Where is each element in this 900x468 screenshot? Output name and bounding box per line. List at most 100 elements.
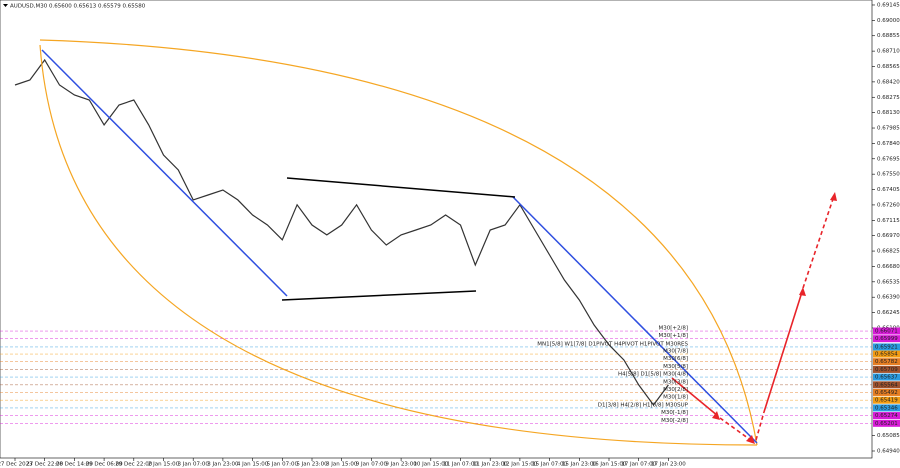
level-name: M30[+1/8] — [659, 333, 689, 339]
level-value: 0.65274 — [875, 413, 898, 419]
level-value: 0.65999 — [875, 336, 898, 342]
y-tick-label: 0.68565 — [877, 64, 900, 70]
arrow-head — [830, 192, 837, 201]
y-tick-label: 0.69000 — [877, 18, 900, 24]
chart-title: AUDUSD,M30 0.65600 0.65613 0.65579 0.655… — [10, 4, 146, 10]
level-box — [873, 419, 900, 427]
x-tick-label: 17 Jan 23:00 — [651, 462, 686, 468]
arrow-head — [799, 287, 806, 296]
triangle-line — [286, 177, 516, 198]
y-tick-label: 0.67115 — [877, 218, 900, 224]
y-tick-label: 0.68275 — [877, 95, 900, 101]
level-name: M30[3/8] — [663, 379, 688, 385]
drawings — [39, 39, 837, 446]
y-tick-label: 0.65085 — [877, 433, 900, 439]
level-value: 0.65419 — [875, 398, 898, 404]
y-tick-label: 0.68130 — [877, 110, 900, 116]
level-value: 0.65709 — [875, 367, 898, 373]
y-tick-label: 0.66245 — [877, 310, 900, 316]
plot-area — [0, 0, 873, 459]
x-tick-label: 3 Jan 23:00 — [207, 462, 239, 468]
level-box — [873, 412, 900, 420]
level-name: M30[+2/8] — [659, 326, 689, 332]
arrow — [671, 377, 719, 417]
y-tick-label: 0.66535 — [877, 279, 900, 285]
level-value: 0.65921 — [875, 344, 898, 350]
level-name: M30[-1/8] — [661, 410, 688, 416]
level-box — [873, 373, 900, 381]
y-tick-label: 0.69145 — [877, 2, 900, 8]
y-tick-label: 0.66390 — [877, 295, 900, 301]
level-box — [873, 381, 900, 389]
y-tick-label: 0.66825 — [877, 249, 900, 255]
x-tick-label: 12 Jan 15:00 — [502, 462, 537, 468]
level-value: 0.65492 — [875, 390, 898, 396]
arrow-head — [746, 435, 755, 444]
level-box — [873, 327, 900, 335]
level-name: M30[-2/8] — [661, 418, 688, 424]
level-value: 0.66071 — [875, 329, 898, 335]
x-tick-label: 29 Dec 06:00 — [86, 462, 123, 468]
y-tick-label: 0.67550 — [877, 172, 900, 178]
level-box — [873, 358, 900, 366]
level-value: 0.65637 — [875, 375, 898, 381]
level-value: 0.65854 — [875, 352, 898, 358]
x-tick-label: 9 Jan 23:00 — [385, 462, 417, 468]
level-box — [873, 388, 900, 396]
price-line — [14, 58, 669, 407]
triangle-line — [281, 290, 477, 301]
y-tick-label: 0.68420 — [877, 79, 900, 85]
x-tick-label: 28 Dec 14:00 — [56, 462, 93, 468]
menu-icon — [3, 4, 8, 7]
level-name: H4[5/8] D1[5/8] M30[4/8] — [618, 372, 688, 378]
level-name: D1[3/8] H4[2/8] H1[0/8] M30SUP — [598, 402, 689, 408]
x-tick-label: 27 Dec 2023 — [0, 462, 33, 468]
x-tick-label: 11 Jan 07:00 — [443, 462, 478, 468]
arrow — [755, 411, 765, 441]
y-tick-label: 0.67260 — [877, 202, 900, 208]
x-tick-label: 27 Dec 22:00 — [26, 462, 63, 468]
level-value: 0.65564 — [875, 382, 898, 388]
level-box — [873, 404, 900, 412]
x-tick-label: 3 Jan 07:00 — [178, 462, 210, 468]
x-tick-label: 4 Jan 15:00 — [237, 462, 269, 468]
trend-line — [41, 49, 288, 297]
y-tick-label: 0.67695 — [877, 156, 900, 162]
arrow — [802, 195, 835, 289]
level-box — [873, 365, 900, 373]
x-tick-label: 16 Jan 15:00 — [592, 462, 627, 468]
arrow-head — [712, 411, 720, 420]
trend-line — [512, 196, 758, 444]
level-name: M30[1/8] — [663, 395, 688, 401]
x-tick-label: 15 Jan 07:00 — [532, 462, 567, 468]
y-tick-label: 0.67840 — [877, 141, 900, 147]
y-tick-label: 0.68710 — [877, 49, 900, 55]
y-tick-label: 0.66970 — [877, 233, 900, 239]
level-name: MN1[5/8] W1[7/8] D1PIVOT H4PIVOT H1PIVOT… — [537, 341, 688, 347]
y-tick-label: 0.67405 — [877, 187, 900, 193]
level-box — [873, 335, 900, 343]
y-tick-label: 0.66680 — [877, 264, 900, 270]
x-tick-label: 5 Jan 23:00 — [296, 462, 328, 468]
x-tick-label: 11 Jan 23:00 — [473, 462, 508, 468]
x-tick-label: 17 Jan 07:00 — [621, 462, 656, 468]
x-tick-label: 5 Jan 07:00 — [267, 462, 299, 468]
y-tick-label: 0.64940 — [877, 448, 900, 454]
x-tick-label: 15 Jan 23:00 — [562, 462, 597, 468]
level-box — [873, 343, 900, 351]
level-value: 0.65346 — [875, 405, 898, 411]
level-name: M30[6/8] — [663, 356, 688, 362]
x-tick-label: 10 Jan 15:00 — [413, 462, 448, 468]
level-value: 0.65201 — [875, 421, 898, 427]
level-name: M30[5/8] — [663, 364, 688, 370]
x-tick-label: 8 Jan 15:00 — [326, 462, 358, 468]
arrow — [763, 291, 803, 413]
level-box — [873, 396, 900, 404]
x-tick-label: 9 Jan 07:00 — [356, 462, 388, 468]
level-name: M30[7/8] — [663, 349, 688, 355]
x-tick-label: 2 Jan 15:00 — [148, 462, 180, 468]
level-name: M30[2/8] — [663, 387, 688, 393]
y-tick-label: 0.68855 — [877, 33, 900, 39]
